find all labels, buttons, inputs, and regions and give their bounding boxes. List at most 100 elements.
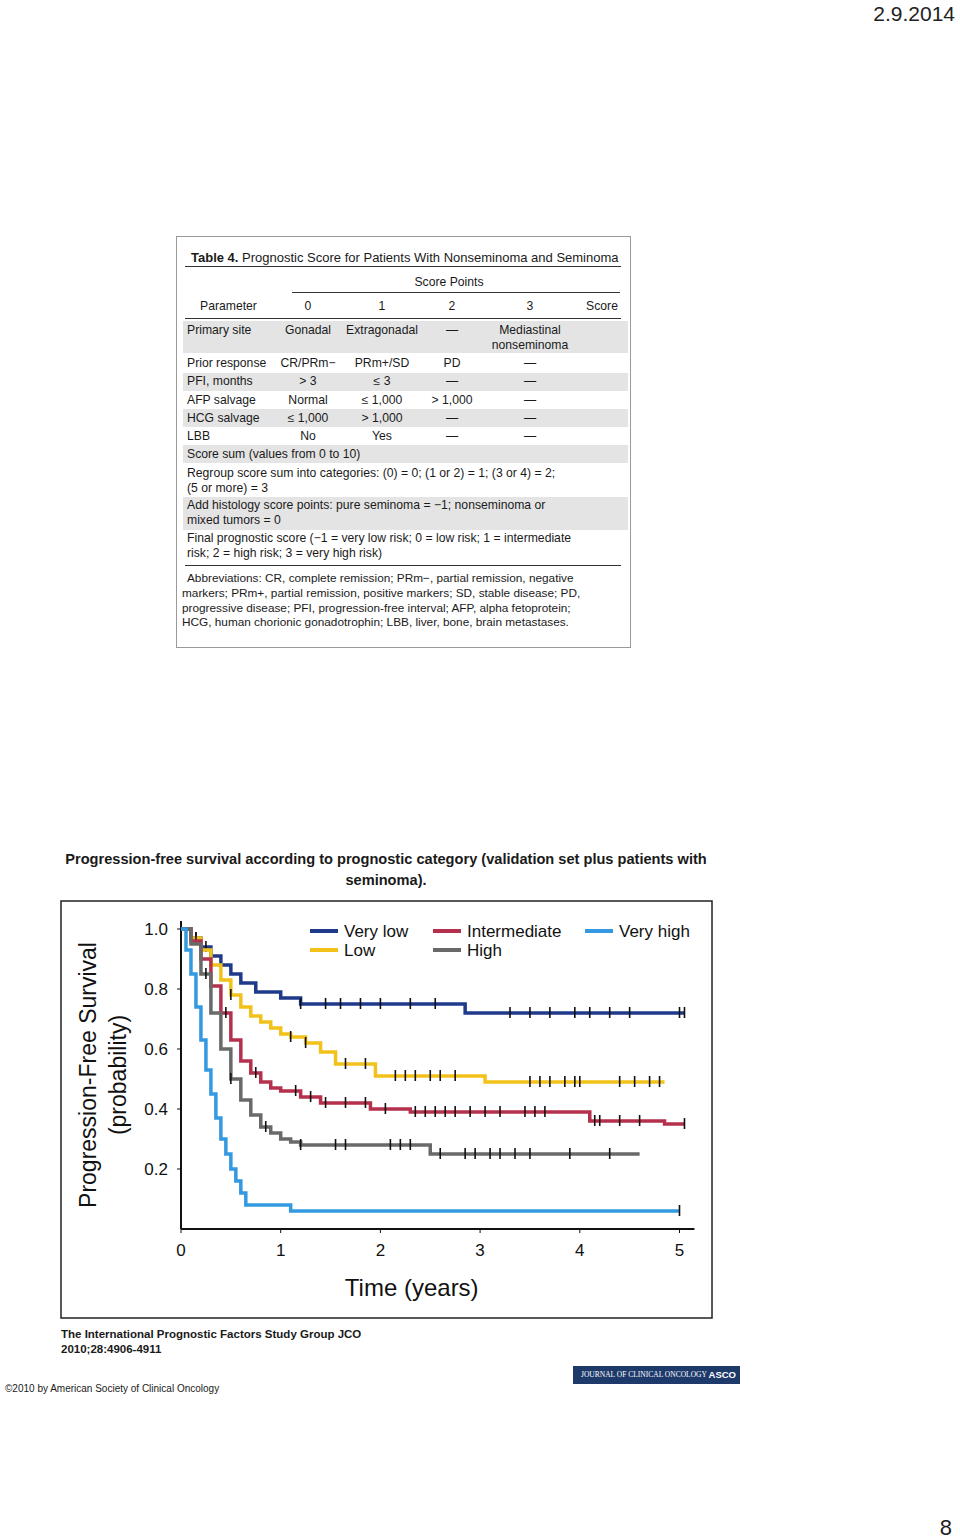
censor-tick: [390, 1139, 392, 1150]
censor-tick: [410, 1139, 412, 1150]
censor-tick: [589, 1007, 591, 1018]
legend-swatch: [433, 948, 461, 952]
x-tick-label: 5: [675, 1241, 684, 1260]
censor-tick: [529, 1007, 531, 1018]
y-axis-label: (probability): [105, 1015, 131, 1135]
censor-tick: [230, 989, 232, 1000]
table-cell: ≤ 3: [374, 375, 391, 387]
legend-swatch: [310, 929, 338, 933]
table-cell: —: [485, 429, 575, 444]
table-rule: [185, 565, 621, 566]
citation: The International Prognostic Factors Stu…: [61, 1329, 361, 1341]
censor-tick: [345, 1139, 347, 1150]
table-note: mixed tumors = 0: [187, 514, 281, 526]
censor-tick: [594, 1115, 596, 1126]
x-tick-label: 3: [475, 1241, 484, 1260]
logo-society: ASCO: [709, 1370, 736, 1380]
table-abbreviation: markers; PRm+, partial remission, positi…: [182, 588, 580, 600]
table-cell: PD: [444, 357, 461, 369]
censor-tick: [639, 1115, 641, 1126]
table-rule: [185, 266, 621, 267]
censor-tick: [340, 998, 342, 1009]
censor-tick: [225, 1007, 227, 1018]
table-column-header: Parameter: [200, 300, 257, 312]
table-note: (5 or more) = 3: [187, 482, 268, 494]
page-date: 2.9.2014: [873, 3, 955, 24]
y-tick: [177, 989, 181, 990]
table-cell: ≤ 1,000: [288, 412, 329, 424]
x-tick-label: 1: [276, 1241, 285, 1260]
censor-tick: [549, 1007, 551, 1018]
censor-tick: [255, 1067, 257, 1078]
table-row-label: HCG salvage: [187, 412, 259, 424]
censor-tick: [400, 1139, 402, 1150]
x-axis-label: Time (years): [345, 1274, 479, 1301]
survival-curve: [181, 929, 684, 1124]
table-cell: —: [446, 375, 458, 387]
censor-tick: [474, 1148, 476, 1159]
chart-svg: 0.20.40.60.81.0012345Time (years)Progres…: [0, 0, 960, 1540]
table-note: Add histology score points: pure seminom…: [187, 499, 545, 511]
x-tick: [480, 1229, 481, 1233]
censor-tick: [659, 1076, 661, 1087]
table-cell: —: [446, 430, 458, 442]
chart-title: Progression-free survival according to p…: [65, 852, 706, 867]
y-tick-label: 0.6: [144, 1040, 168, 1059]
censor-tick: [529, 1076, 531, 1087]
censor-tick: [549, 1076, 551, 1087]
censor-tick: [609, 1007, 611, 1018]
censor-tick: [424, 1106, 426, 1117]
table-cell: > 3: [299, 375, 316, 387]
survival-curve: [181, 929, 640, 1154]
legend-swatch: [310, 948, 338, 952]
table-title-text: Prognostic Score for Patients With Nonse…: [242, 250, 618, 265]
censor-tick: [365, 1058, 367, 1069]
table-frame: [176, 236, 631, 648]
survival-curve: [181, 929, 680, 1211]
chart-title: seminoma).: [345, 873, 426, 888]
censor-tick: [360, 998, 362, 1009]
table-abbreviation: progressive disease; PFI, progression-fr…: [182, 603, 571, 615]
legend-label: Intermediate: [467, 922, 562, 941]
y-tick-label: 0.2: [144, 1160, 168, 1179]
censor-tick: [649, 1076, 651, 1087]
censor-tick: [484, 1106, 486, 1117]
censor-tick: [380, 998, 382, 1009]
censor-tick: [509, 1007, 511, 1018]
censor-tick: [529, 1148, 531, 1159]
table-rule: [185, 318, 621, 319]
censor-tick: [564, 1076, 566, 1087]
table-column-header: 2: [449, 300, 456, 312]
y-tick: [177, 1169, 181, 1170]
page: 2.9.20148Table 4. Prognostic Score for P…: [0, 0, 960, 1540]
table-abbreviation: HCG, human chorionic gonadotrophin; LBB,…: [182, 617, 569, 629]
y-tick: [177, 1049, 181, 1050]
censor-tick: [619, 1076, 621, 1087]
censor-tick: [439, 1148, 441, 1159]
censor-tick: [205, 968, 207, 979]
censor-tick: [469, 1106, 471, 1117]
legend-swatch: [585, 929, 613, 933]
x-tick-label: 2: [376, 1241, 385, 1260]
table-note: risk; 2 = high risk; 3 = very high risk): [187, 547, 382, 559]
y-tick: [177, 929, 181, 930]
censor-tick: [310, 1091, 312, 1102]
page-number: 8: [940, 1517, 952, 1539]
censor-tick: [579, 1076, 581, 1087]
logo-journal: JOURNAL OF CLINICAL ONCOLOGY: [581, 1371, 707, 1379]
censor-tick: [305, 1037, 307, 1048]
table-cell: —: [485, 393, 575, 408]
table-cell: CR/PRm−: [280, 357, 335, 369]
table-rule: [292, 292, 620, 293]
censor-tick: [414, 1070, 416, 1081]
chart-frame: [61, 901, 712, 1318]
y-tick-label: 0.4: [144, 1100, 168, 1119]
censor-tick: [629, 1007, 631, 1018]
censor-tick: [345, 1097, 347, 1108]
x-tick-label: 4: [575, 1241, 584, 1260]
survival-curve: [181, 929, 665, 1082]
censor-tick: [634, 1076, 636, 1087]
legend-label: Very low: [344, 922, 409, 941]
table-column-header: 3: [527, 300, 534, 312]
legend-label: Very high: [619, 922, 690, 941]
